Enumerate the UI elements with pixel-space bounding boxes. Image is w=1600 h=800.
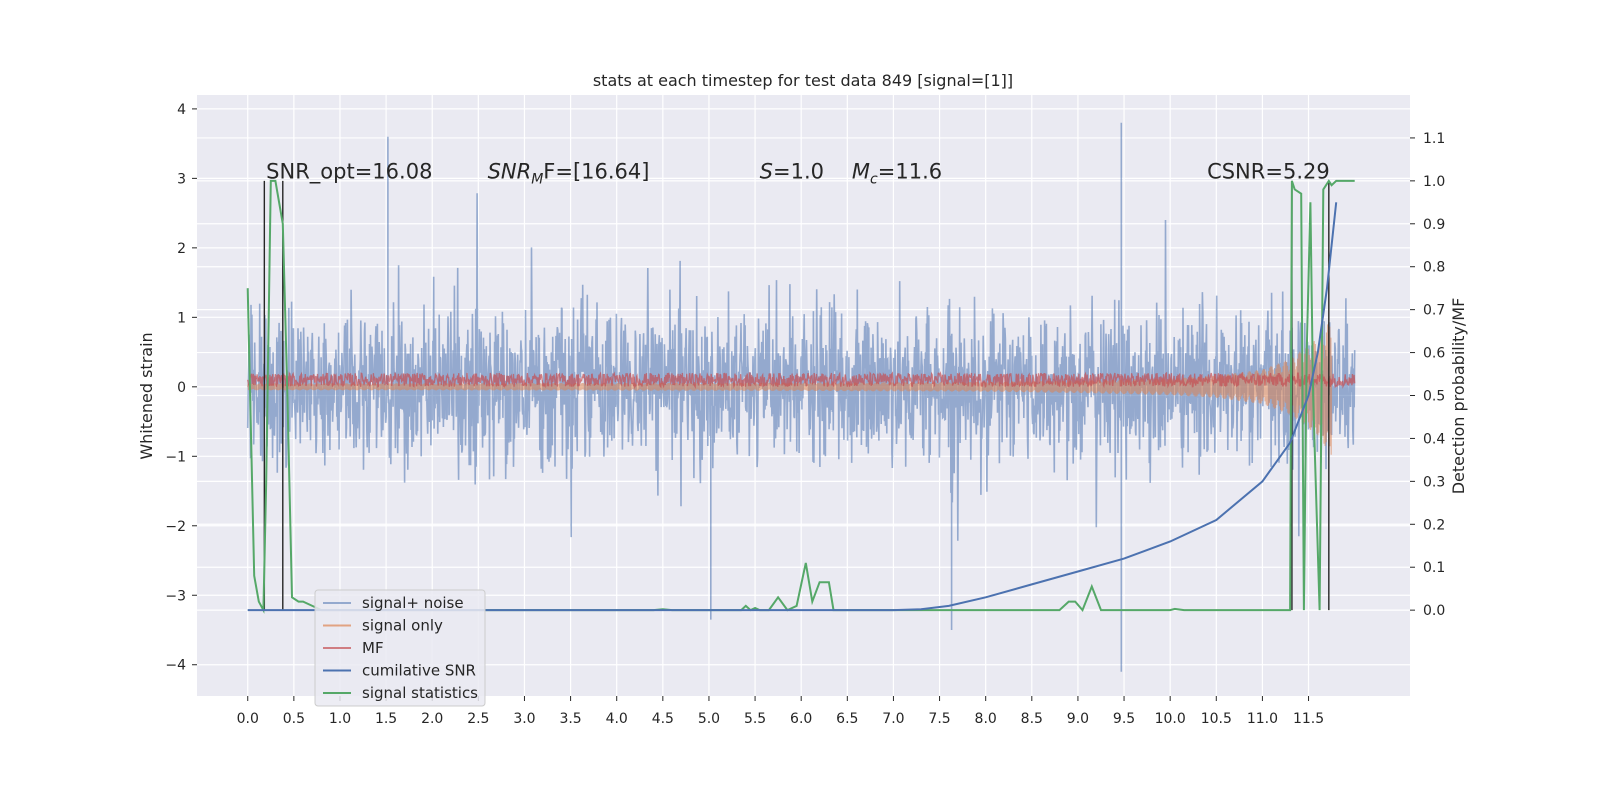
series-signal-noise	[246, 122, 1356, 672]
x-tick-label: 2.0	[421, 711, 443, 727]
x-tick-label: 2.5	[467, 711, 489, 727]
x-tick-label: 9.5	[1113, 711, 1135, 727]
x-tick-label: 7.0	[882, 711, 904, 727]
annotation-text: Mc=11.6	[852, 159, 942, 187]
x-tick-label: 4.0	[606, 711, 628, 727]
y-tick-label: 4	[177, 102, 186, 118]
data-layer	[246, 122, 1356, 672]
x-tick-label: 8.0	[975, 711, 997, 727]
legend-label: cumilative SNR	[362, 662, 476, 680]
y-axis-left-label: Whitened strain	[137, 332, 156, 459]
chart-title: stats at each timestep for test data 849…	[593, 71, 1013, 90]
x-tick-label: 1.0	[329, 711, 351, 727]
y-axis-right-ticks: 1.1 1.0 0.9 0.8 0.7 0.6 0.5 0.4 0.3 0.2 0.1 0.0	[1410, 131, 1445, 619]
x-tick-label: 6.0	[790, 711, 812, 727]
annotation-value: =11.6	[878, 159, 942, 183]
legend: signal+ noise signal only MF cumilative SNR…	[314, 589, 486, 707]
x-tick-label: 10.0	[1155, 711, 1186, 727]
x-tick-label: 8.5	[1021, 711, 1043, 727]
y-right-tick-label: 0.2	[1423, 517, 1445, 533]
y-right-tick-label: 0.6	[1423, 346, 1445, 362]
annotations: SNR_opt=16.08 SNRMF=[16.64] S=1.0 Mc=11.6 CS…	[266, 159, 1330, 187]
legend-box	[314, 589, 486, 707]
annotation-text: CSNR=5.29	[1207, 159, 1330, 183]
y-tick-label: 1	[177, 310, 186, 326]
x-axis-ticks: 0.0 0.5 1.0 1.5 2.0 2.5 3.0 3.5 4.0 4.5 5.0 5.5 6.0 6…	[237, 696, 1324, 727]
annotation-text: S=1.0	[760, 159, 824, 183]
y-right-tick-label: 0.7	[1423, 303, 1445, 319]
y-right-tick-label: 0.1	[1423, 560, 1445, 576]
y-right-tick-label: 0.8	[1423, 260, 1445, 276]
x-tick-label: 7.5	[928, 711, 950, 727]
annotation-text: SNR_opt=16.08	[266, 159, 432, 184]
y-right-tick-label: 0.3	[1423, 474, 1445, 490]
y-axis-left-ticks: 4 3 2 1 0 −1 −2 −3 −4	[165, 102, 197, 674]
x-tick-label: 5.0	[698, 711, 720, 727]
y-tick-label: −4	[165, 658, 186, 674]
x-tick-label: 6.5	[836, 711, 858, 727]
y-right-tick-label: 1.0	[1423, 174, 1445, 190]
legend-label: signal statistics	[362, 684, 478, 702]
x-tick-label: 0.5	[283, 711, 305, 727]
annotation-subscript: c	[870, 171, 878, 187]
annotation-value: F=[16.64]	[543, 159, 649, 183]
y-right-tick-label: 0.9	[1423, 217, 1445, 233]
y-right-tick-label: 0.5	[1423, 389, 1445, 405]
annotation-subscript: M	[531, 171, 543, 187]
legend-label: signal only	[362, 617, 443, 635]
y-right-tick-label: 0.0	[1423, 603, 1445, 619]
series-cumulative-snr	[247, 202, 1338, 612]
x-tick-label: 0.0	[237, 711, 259, 727]
x-tick-label: 11.0	[1247, 711, 1278, 727]
x-tick-label: 11.5	[1293, 711, 1324, 727]
annotation-symbol: M	[852, 159, 870, 183]
x-tick-label: 3.0	[513, 711, 535, 727]
y-right-tick-label: 1.1	[1423, 131, 1445, 147]
x-tick-label: 5.5	[744, 711, 766, 727]
x-tick-label: 4.5	[652, 711, 674, 727]
y-tick-label: 3	[177, 171, 186, 187]
annotation-symbol: S	[760, 159, 773, 183]
annotation-value: =1.0	[773, 159, 824, 183]
x-tick-label: 1.5	[375, 711, 397, 727]
x-tick-label: 10.5	[1201, 711, 1232, 727]
annotation-text: SNRMF=[16.64]	[488, 159, 650, 187]
x-tick-label: 9.0	[1067, 711, 1089, 727]
legend-label: MF	[362, 639, 384, 657]
y-right-tick-label: 0.4	[1423, 431, 1445, 447]
y-tick-label: −1	[165, 449, 186, 465]
x-tick-label: 3.5	[559, 711, 581, 727]
series-mf	[247, 370, 1356, 390]
y-tick-label: 2	[177, 241, 186, 257]
annotation-symbol: SNR	[488, 159, 532, 183]
y-tick-label: −2	[165, 519, 186, 535]
y-axis-right-label: Detection probability/MF	[1449, 298, 1468, 495]
legend-label: signal+ noise	[362, 594, 464, 612]
y-tick-label: 0	[177, 380, 186, 396]
series-signal-statistics	[246, 179, 1355, 614]
y-tick-label: −3	[165, 588, 186, 604]
